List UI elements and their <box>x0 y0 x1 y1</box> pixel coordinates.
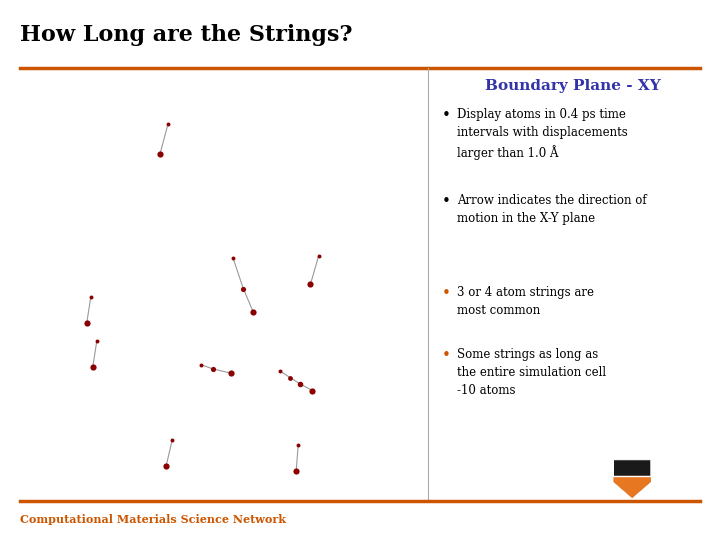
Text: Computational Materials Science Network: Computational Materials Science Network <box>20 514 286 525</box>
Text: •: • <box>441 194 450 210</box>
Point <box>207 364 219 373</box>
Point <box>305 280 316 288</box>
Polygon shape <box>613 460 651 498</box>
Text: Boundary Plane - XY: Boundary Plane - XY <box>485 79 660 93</box>
Point <box>307 386 318 395</box>
Text: •: • <box>441 108 450 123</box>
Point <box>274 367 286 375</box>
Text: How Long are the Strings?: How Long are the Strings? <box>20 24 353 46</box>
Point <box>292 441 304 449</box>
Polygon shape <box>613 476 651 498</box>
Point <box>312 252 324 260</box>
Point <box>87 362 99 371</box>
Text: Display atoms in 0.4 ps time
intervals with displacements
larger than 1.0 Å: Display atoms in 0.4 ps time intervals w… <box>457 108 628 160</box>
Point <box>85 293 96 302</box>
Point <box>225 369 237 377</box>
Point <box>294 380 306 388</box>
Text: 3 or 4 atom strings are
most common: 3 or 4 atom strings are most common <box>457 286 594 317</box>
Point <box>81 319 92 328</box>
Text: •: • <box>441 286 450 301</box>
Point <box>290 467 302 475</box>
Point <box>248 308 259 317</box>
Text: Some strings as long as
the entire simulation cell
-10 atoms: Some strings as long as the entire simul… <box>457 348 606 397</box>
Point <box>166 436 178 445</box>
Point <box>161 462 172 471</box>
Point <box>154 150 166 159</box>
Point <box>238 285 249 293</box>
Point <box>162 119 174 128</box>
Point <box>284 373 296 382</box>
Point <box>195 360 207 369</box>
Text: •: • <box>441 348 450 363</box>
Point <box>228 254 239 262</box>
Point <box>91 336 103 345</box>
Text: Arrow indicates the direction of
motion in the X-Y plane: Arrow indicates the direction of motion … <box>457 194 647 225</box>
